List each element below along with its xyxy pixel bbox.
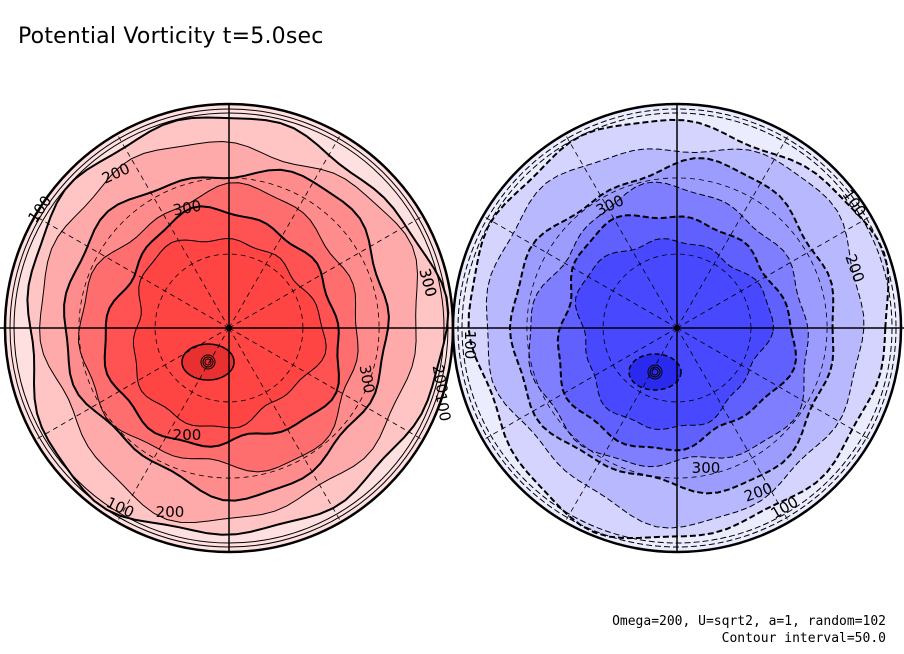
northern-contour-label-5: 200	[173, 426, 202, 444]
northern-contour-label-10: 100	[432, 391, 455, 422]
southern-meridian-11	[676, 215, 872, 329]
northern-meridian-5	[34, 327, 230, 441]
northern-vortex-ring-0	[200, 354, 216, 370]
southern-meridian-1	[676, 327, 872, 441]
parameters-text: Omega=200, U=sqrt2, a=1, random=102	[612, 614, 886, 629]
southern-meridian-2	[676, 327, 790, 523]
southern-meridian-4	[564, 327, 678, 523]
southern-meridian-7	[482, 215, 678, 329]
northern-meridian-2	[228, 327, 342, 523]
northern-contour-label-9: 200	[429, 363, 452, 394]
contour-interval-text: Contour interval=50.0	[721, 631, 886, 646]
southern-meridian-10	[676, 133, 790, 329]
southern-meridian-8	[564, 133, 678, 329]
northern-contour-label-2: 300	[171, 197, 202, 220]
northern-meridian-11	[228, 215, 424, 329]
southern-vortex-ring-0	[647, 364, 663, 380]
southern-contour-6	[574, 238, 775, 431]
northern-meridian-1	[228, 327, 424, 441]
northern-fill-level-6	[133, 238, 327, 428]
southern-vortex-ring-2	[651, 368, 659, 376]
southern-contour-5	[556, 214, 798, 452]
northern-contour-label-7: 200	[156, 503, 185, 521]
northern-contour-6	[132, 237, 327, 429]
southern-fill-level-6	[575, 238, 774, 430]
northern-contour-5	[103, 205, 340, 448]
northern-contour-4	[77, 182, 359, 473]
southern-vortex-core	[628, 353, 682, 391]
chart-title: Potential Vorticity t=5.0sec	[18, 24, 324, 49]
northern-meridian-10	[228, 133, 342, 329]
northern-meridian-4	[116, 327, 230, 523]
northern-meridian-7	[34, 215, 230, 329]
southern-contour-label-4: 300	[692, 459, 721, 477]
southern-vortex-ring-1	[649, 366, 661, 378]
northern-vortex-ring-2	[204, 358, 212, 366]
southern-contour-4	[528, 181, 809, 468]
northern-vortex-core	[181, 343, 235, 381]
northern-contour-label-4: 300	[356, 363, 379, 394]
southern-contour-label-3: 100	[461, 331, 479, 360]
northern-meridian-8	[116, 133, 230, 329]
southern-meridian-5	[482, 327, 678, 441]
northern-vortex-ring-1	[202, 356, 214, 368]
